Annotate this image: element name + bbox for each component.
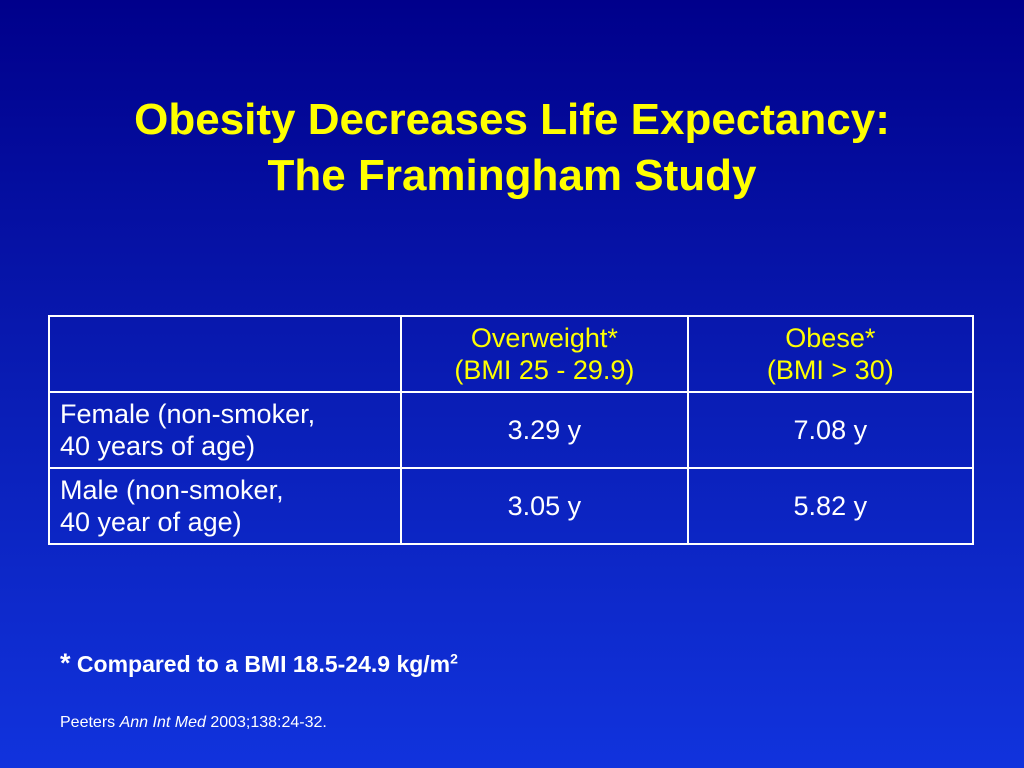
citation-journal: Ann Int Med bbox=[119, 714, 206, 731]
row-label-line-1: Female (non-smoker, bbox=[60, 399, 316, 429]
citation-author: Peeters bbox=[60, 714, 120, 731]
row-label-line-2: 40 years of age) bbox=[60, 431, 256, 461]
life-expectancy-table: Overweight* (BMI 25 - 29.9) Obese* (BMI … bbox=[47, 315, 975, 545]
row-label-female: Female (non-smoker, 40 years of age) bbox=[47, 391, 403, 469]
header-empty-cell bbox=[47, 315, 403, 393]
footnote-superscript: 2 bbox=[450, 650, 458, 667]
header-overweight-label: Overweight* bbox=[470, 323, 618, 353]
footnote-text: Compared to a BMI 18.5-24.9 kg/m bbox=[70, 651, 451, 677]
table-row: Male (non-smoker, 40 year of age) 3.05 y… bbox=[47, 467, 975, 545]
citation: Peeters Ann Int Med 2003;138:24-32. bbox=[60, 714, 327, 732]
table-row: Female (non-smoker, 40 years of age) 3.2… bbox=[47, 391, 975, 469]
title-line-2: The Framingham Study bbox=[267, 151, 757, 200]
row-label-line-1: Male (non-smoker, bbox=[60, 475, 284, 505]
header-overweight-bmi: (BMI 25 - 29.9) bbox=[454, 355, 635, 385]
row-label-line-2: 40 year of age) bbox=[60, 507, 242, 537]
header-obese-label: Obese* bbox=[785, 323, 876, 353]
row-label-male: Male (non-smoker, 40 year of age) bbox=[47, 467, 403, 545]
footnote: * Compared to a BMI 18.5-24.9 kg/m2 bbox=[60, 648, 458, 679]
header-obese: Obese* (BMI > 30) bbox=[686, 315, 975, 393]
male-obese-value: 5.82 y bbox=[686, 467, 975, 545]
title-line-1: Obesity Decreases Life Expectancy: bbox=[134, 95, 890, 144]
table-header-row: Overweight* (BMI 25 - 29.9) Obese* (BMI … bbox=[47, 315, 975, 393]
header-obese-bmi: (BMI > 30) bbox=[766, 355, 894, 385]
footnote-marker: * bbox=[60, 648, 71, 678]
female-obese-value: 7.08 y bbox=[686, 391, 975, 469]
female-overweight-value: 3.29 y bbox=[400, 391, 689, 469]
male-overweight-value: 3.05 y bbox=[400, 467, 689, 545]
slide-title: Obesity Decreases Life Expectancy: The F… bbox=[0, 92, 1024, 204]
header-overweight: Overweight* (BMI 25 - 29.9) bbox=[400, 315, 689, 393]
citation-details: 2003;138:24-32. bbox=[205, 714, 327, 731]
